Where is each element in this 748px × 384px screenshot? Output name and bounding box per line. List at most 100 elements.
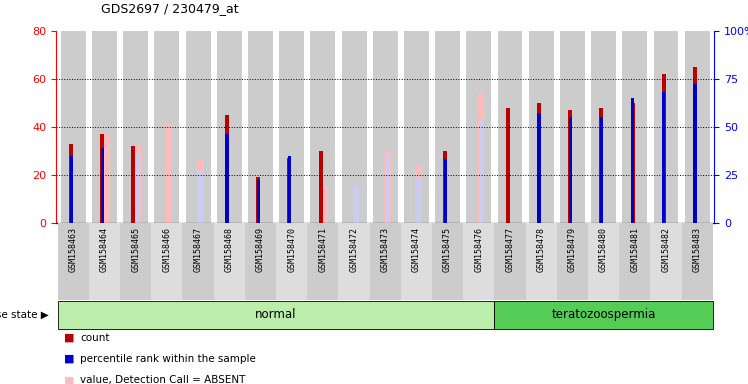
Bar bbox=[279, 31, 304, 223]
Bar bbox=[61, 31, 86, 223]
Bar bbox=[385, 154, 390, 223]
Bar bbox=[225, 115, 229, 223]
Bar bbox=[693, 67, 697, 223]
Bar bbox=[416, 177, 421, 223]
Text: GSM158470: GSM158470 bbox=[287, 227, 296, 271]
Bar bbox=[444, 151, 447, 223]
Bar bbox=[307, 223, 338, 300]
Text: GSM158474: GSM158474 bbox=[412, 227, 421, 271]
Bar bbox=[538, 113, 541, 223]
Bar bbox=[322, 187, 328, 223]
Bar bbox=[154, 31, 180, 223]
Bar bbox=[622, 31, 647, 223]
Bar bbox=[183, 223, 214, 300]
Bar bbox=[497, 31, 523, 223]
Bar bbox=[432, 223, 463, 300]
Text: GSM158481: GSM158481 bbox=[631, 227, 640, 271]
Bar bbox=[353, 189, 360, 223]
Bar bbox=[135, 154, 140, 223]
Bar bbox=[120, 223, 151, 300]
Text: GSM158465: GSM158465 bbox=[131, 227, 140, 271]
Bar bbox=[342, 31, 367, 223]
Bar bbox=[693, 84, 696, 223]
Bar bbox=[477, 93, 485, 223]
Bar bbox=[165, 124, 173, 223]
Text: GSM158473: GSM158473 bbox=[381, 227, 390, 271]
Text: GSM158471: GSM158471 bbox=[319, 227, 328, 271]
Text: disease state ▶: disease state ▶ bbox=[0, 310, 49, 320]
Bar bbox=[681, 223, 713, 300]
Bar bbox=[651, 223, 681, 300]
Bar bbox=[494, 301, 713, 329]
Bar bbox=[662, 74, 666, 223]
Bar bbox=[288, 156, 291, 223]
Bar bbox=[70, 156, 73, 223]
Bar bbox=[600, 117, 603, 223]
Bar bbox=[619, 223, 651, 300]
Bar bbox=[401, 223, 432, 300]
Bar bbox=[444, 159, 447, 223]
Bar bbox=[197, 161, 203, 223]
Bar bbox=[526, 223, 557, 300]
Text: GSM158479: GSM158479 bbox=[568, 227, 577, 271]
Bar bbox=[101, 148, 104, 223]
Text: teratozoospermia: teratozoospermia bbox=[551, 308, 656, 321]
Text: GSM158464: GSM158464 bbox=[100, 227, 109, 271]
Text: GSM158466: GSM158466 bbox=[162, 227, 171, 271]
Text: GSM158483: GSM158483 bbox=[693, 227, 702, 271]
Text: value, Detection Call = ABSENT: value, Detection Call = ABSENT bbox=[80, 375, 245, 384]
Text: GSM158477: GSM158477 bbox=[506, 227, 515, 271]
Bar bbox=[248, 31, 273, 223]
Text: GSM158463: GSM158463 bbox=[69, 227, 78, 271]
Bar bbox=[463, 223, 494, 300]
Bar bbox=[506, 108, 510, 223]
Bar bbox=[568, 117, 571, 223]
Bar bbox=[529, 31, 554, 223]
Bar bbox=[186, 31, 210, 223]
Bar bbox=[662, 92, 666, 223]
Text: GSM158468: GSM158468 bbox=[224, 227, 233, 271]
Bar bbox=[89, 223, 120, 300]
Text: percentile rank within the sample: percentile rank within the sample bbox=[80, 354, 256, 364]
Bar bbox=[58, 301, 494, 329]
Bar bbox=[100, 134, 104, 223]
Bar bbox=[494, 223, 526, 300]
Text: GSM158480: GSM158480 bbox=[599, 227, 608, 271]
Bar bbox=[58, 223, 89, 300]
Text: GSM158467: GSM158467 bbox=[194, 227, 203, 271]
Bar bbox=[257, 179, 260, 223]
Bar bbox=[217, 31, 242, 223]
Text: count: count bbox=[80, 333, 109, 343]
Bar bbox=[103, 134, 110, 223]
Text: ■: ■ bbox=[64, 333, 74, 343]
Text: GSM158478: GSM158478 bbox=[537, 227, 546, 271]
Bar bbox=[287, 158, 292, 223]
Bar bbox=[684, 31, 710, 223]
Bar bbox=[588, 223, 619, 300]
Bar bbox=[214, 223, 245, 300]
Bar bbox=[370, 223, 401, 300]
Bar bbox=[537, 103, 541, 223]
Bar bbox=[466, 31, 491, 223]
Bar bbox=[479, 119, 483, 223]
Text: GSM158472: GSM158472 bbox=[349, 227, 358, 271]
Text: normal: normal bbox=[255, 308, 297, 321]
Bar bbox=[276, 223, 307, 300]
Bar bbox=[132, 146, 135, 223]
Bar bbox=[599, 108, 604, 223]
Bar bbox=[373, 31, 398, 223]
Bar bbox=[69, 144, 73, 223]
Bar bbox=[415, 165, 422, 223]
Bar bbox=[654, 31, 678, 223]
Text: ■: ■ bbox=[64, 354, 74, 364]
Bar bbox=[557, 223, 588, 300]
Bar bbox=[123, 31, 148, 223]
Text: ■: ■ bbox=[64, 375, 74, 384]
Text: GSM158475: GSM158475 bbox=[443, 227, 452, 271]
Bar bbox=[151, 223, 183, 300]
Text: GSM158476: GSM158476 bbox=[474, 227, 483, 271]
Bar bbox=[92, 31, 117, 223]
Bar bbox=[198, 171, 203, 223]
Bar bbox=[135, 146, 141, 223]
Text: GSM158469: GSM158469 bbox=[256, 227, 265, 271]
